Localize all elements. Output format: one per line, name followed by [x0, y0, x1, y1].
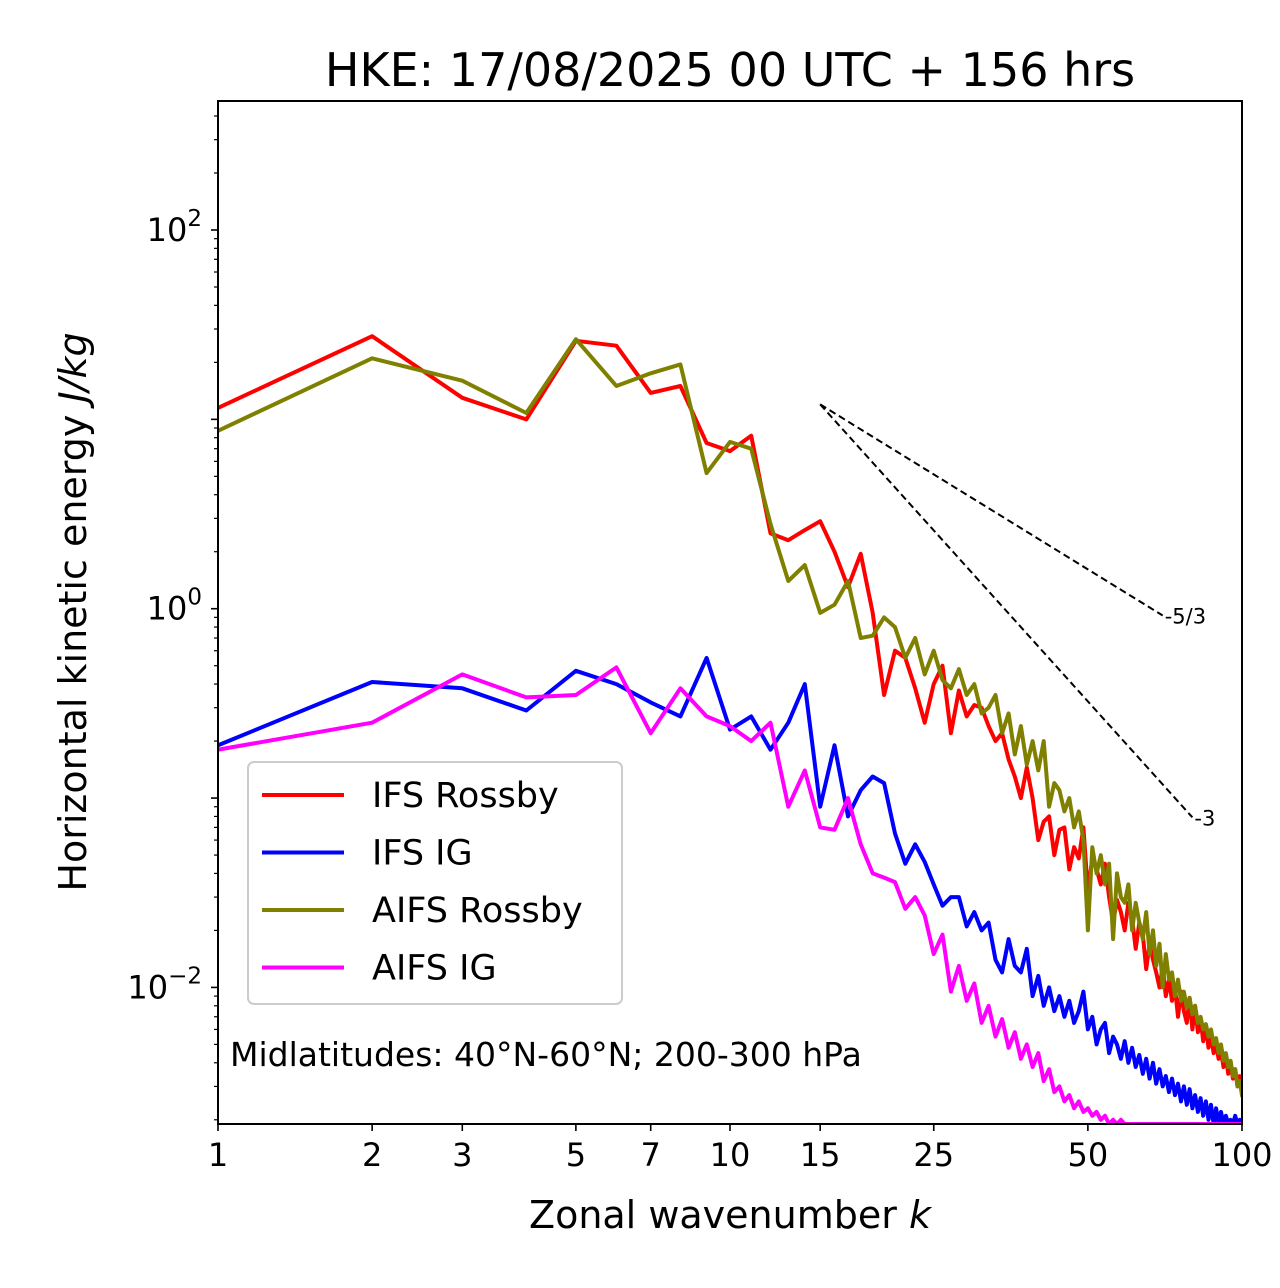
y-axis-label-text: Horizontal kinetic energy — [51, 415, 95, 892]
x-tick-label: 100 — [1211, 1136, 1272, 1174]
y-tick-label: 10−2 — [127, 963, 202, 1006]
series-line-aifs-rossby — [218, 337, 1242, 1098]
legend: IFS Rossby IFS IG AIFS Rossby AIFS IG — [247, 761, 623, 1005]
y-tick-label: 102 — [147, 206, 202, 249]
x-tick-label: 5 — [566, 1136, 586, 1174]
y-axis-label-units: J/kg — [51, 332, 95, 409]
region-annotation: Midlatitudes: 40°N-60°N; 200-300 hPa — [230, 1035, 862, 1074]
x-tick-label: 25 — [913, 1136, 954, 1174]
reference-line-label: -5/3 — [1165, 605, 1206, 629]
reference-line — [819, 403, 1164, 617]
legend-label: AIFS IG — [372, 949, 497, 989]
x-tick-label: 2 — [362, 1136, 382, 1174]
legend-label: IFS Rossby — [372, 776, 559, 816]
series-layer — [218, 334, 1242, 1124]
x-tick-label: 15 — [800, 1136, 841, 1174]
x-tick-label: 1 — [208, 1136, 228, 1174]
y-tick-label: 100 — [147, 585, 202, 628]
x-ticks: 1 2 3 5 7 10 15 25 50 100 — [208, 1124, 1273, 1174]
plot-frame — [217, 100, 1243, 1125]
chart-title: HKE: 17/08/2025 00 UTC + 156 hrs — [325, 43, 1135, 97]
x-axis-label-variable: k — [909, 1193, 933, 1237]
x-tick-label: 50 — [1068, 1136, 1109, 1174]
legend-box — [247, 761, 623, 1005]
x-tick-label: 10 — [710, 1136, 751, 1174]
series-line-ifs-ig — [218, 655, 1242, 1124]
y-major-ticks: 102 100 10−2 — [127, 206, 218, 1006]
reference-lines: -5/3 -3 — [819, 403, 1215, 830]
reference-line-label: -3 — [1194, 806, 1215, 830]
x-axis-label-text: Zonal wavenumber — [529, 1193, 897, 1237]
x-tick-label: 7 — [641, 1136, 661, 1174]
legend-label: AIFS Rossby — [372, 891, 583, 931]
x-tick-label: 3 — [452, 1136, 472, 1174]
reference-line — [819, 403, 1194, 819]
legend-label: IFS IG — [372, 834, 473, 874]
series-line-aifs-ig — [218, 665, 1242, 1124]
x-axis-label: Zonal wavenumber k — [529, 1193, 933, 1237]
y-axis-label: Horizontal kinetic energy J/kg — [51, 332, 95, 891]
